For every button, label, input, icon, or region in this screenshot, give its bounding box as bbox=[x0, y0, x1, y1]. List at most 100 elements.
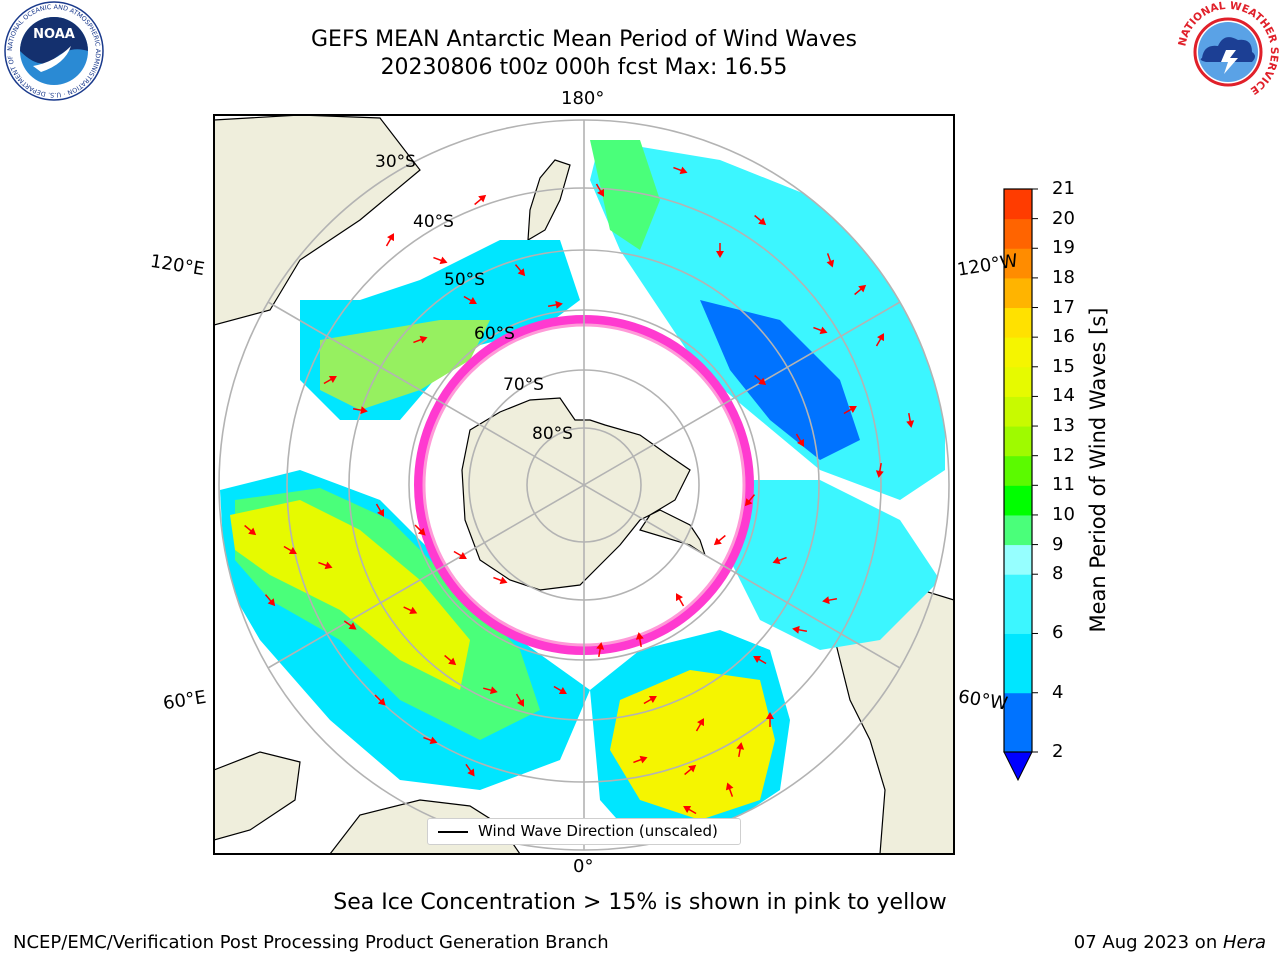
wave-arrow bbox=[414, 524, 426, 536]
wave-arrow bbox=[843, 406, 857, 415]
colorbar-frame bbox=[1003, 188, 1033, 753]
wave-arrow bbox=[283, 545, 297, 554]
colorbar-segment bbox=[1004, 189, 1032, 220]
colorbar-tick-label: 16 bbox=[1052, 326, 1075, 348]
wave-arrow bbox=[514, 264, 526, 277]
wave-arrow bbox=[754, 374, 767, 386]
colorbar-segment bbox=[1004, 692, 1032, 753]
wave-arrow bbox=[813, 326, 828, 335]
wave-arrow bbox=[323, 376, 337, 385]
wave-arrow bbox=[716, 243, 724, 258]
wave-arrow bbox=[854, 284, 867, 296]
wave-arrow bbox=[683, 806, 697, 815]
map-legend: Wind Wave Direction (unscaled) bbox=[427, 818, 741, 845]
wave-arrow bbox=[875, 333, 884, 347]
field-drake bbox=[730, 480, 940, 650]
colorbar-segment bbox=[1004, 574, 1032, 634]
colorbar-tick-label: 12 bbox=[1052, 444, 1075, 466]
wave-arrow bbox=[553, 685, 567, 694]
wave-arrow bbox=[264, 594, 276, 607]
wave-arrow bbox=[875, 462, 884, 478]
colorbar-extend-triangle bbox=[1003, 751, 1033, 782]
wave-arrow bbox=[822, 596, 838, 605]
wave-arrow bbox=[635, 632, 644, 648]
colorbar-segment bbox=[1004, 218, 1032, 249]
lon-label-180: 180° bbox=[561, 88, 605, 109]
wave-arrow bbox=[676, 593, 685, 607]
wave-arrow bbox=[673, 166, 688, 175]
colorbar-segment bbox=[1004, 514, 1032, 546]
lat-label-70s: 70°S bbox=[503, 375, 544, 395]
lat-label-80s: 80°S bbox=[532, 424, 573, 444]
wave-arrow bbox=[453, 550, 467, 559]
colorbar-tick-label: 11 bbox=[1052, 474, 1075, 496]
footer-date: 07 Aug 2023 on Hera bbox=[1074, 932, 1266, 953]
wave-arrow bbox=[385, 233, 394, 247]
wave-arrow bbox=[633, 755, 648, 764]
colorbar-segment bbox=[1004, 366, 1032, 397]
map-frame bbox=[213, 114, 955, 855]
new-zealand-landmass bbox=[527, 159, 571, 242]
wave-arrow bbox=[744, 494, 756, 507]
graticule bbox=[218, 119, 950, 851]
lat-label-30s: 30°S bbox=[375, 152, 416, 172]
wave-arrow bbox=[318, 561, 333, 570]
noaa-logo-text: NOAA bbox=[33, 27, 75, 42]
colorbar bbox=[1003, 188, 1038, 782]
chart-subtitle: 20230806 t00z 000h fcst Max: 16.55 bbox=[380, 55, 788, 80]
colorbar-label: Mean Period of Wind Waves [s] bbox=[1086, 307, 1110, 633]
wave-arrow bbox=[244, 524, 257, 536]
colorbar-segment bbox=[1004, 426, 1032, 457]
lat-label-50s: 50°S bbox=[444, 270, 485, 290]
wave-arrow bbox=[343, 620, 357, 630]
africa-landmass bbox=[214, 751, 301, 841]
noaa-logo: NATIONAL OCEANIC AND ATMOSPHERIC ADMINIS… bbox=[3, 0, 104, 101]
colorbar-tick-label: 2 bbox=[1052, 741, 1064, 762]
wave-arrow bbox=[754, 214, 767, 226]
colorbar-tick-label: 14 bbox=[1052, 385, 1075, 407]
wave-arrow bbox=[643, 696, 657, 705]
colorbar-tick-label: 6 bbox=[1052, 622, 1064, 644]
lat-label-40s: 40°S bbox=[413, 212, 454, 232]
wave-arrow bbox=[403, 606, 418, 615]
colorbar-tick-label: 10 bbox=[1052, 503, 1075, 525]
colorbar-tick-label: 17 bbox=[1052, 296, 1075, 318]
colorbar-segment bbox=[1004, 455, 1032, 486]
wave-arrow bbox=[766, 712, 774, 727]
wave-arrow bbox=[684, 764, 697, 776]
wave-arrow bbox=[713, 534, 726, 546]
wave-arrow bbox=[493, 576, 508, 585]
wave-arrow bbox=[772, 556, 787, 565]
sea-ice-note: Sea Ice Concentration > 15% is shown in … bbox=[333, 890, 947, 915]
colorbar-segment bbox=[1004, 337, 1032, 368]
wave-arrow bbox=[474, 194, 487, 206]
footer-date-text: 07 Aug 2023 on bbox=[1073, 932, 1223, 953]
field-south-pacific-green bbox=[590, 140, 660, 250]
colorbar-tick-label: 9 bbox=[1052, 533, 1064, 555]
wave-arrow bbox=[413, 335, 428, 344]
wave-arrow bbox=[906, 412, 915, 428]
colorbar-segment bbox=[1004, 248, 1032, 279]
colorbar-tick-label: 20 bbox=[1052, 207, 1075, 229]
wave-arrow bbox=[375, 503, 384, 517]
wave-arrow bbox=[352, 406, 368, 415]
wave-arrow bbox=[596, 642, 605, 658]
colorbar-segment bbox=[1004, 396, 1032, 427]
colorbar-tick-label: 13 bbox=[1052, 415, 1075, 437]
field-south-atlantic-yellow bbox=[610, 670, 775, 820]
colorbar-tick-label: 4 bbox=[1052, 681, 1064, 703]
footer-credit: NCEP/EMC/Verification Post Processing Pr… bbox=[13, 932, 609, 953]
colorbar-segment bbox=[1004, 544, 1032, 575]
colorbar-segment bbox=[1004, 633, 1032, 694]
wave-arrow bbox=[736, 742, 745, 758]
wave-arrow bbox=[695, 718, 704, 732]
legend-label: Wind Wave Direction (unscaled) bbox=[478, 822, 718, 840]
legend-line-swatch bbox=[438, 831, 468, 833]
nws-logo: NATIONAL WEATHER SERVICE bbox=[1176, 0, 1280, 102]
lat-label-60s: 60°S bbox=[474, 324, 515, 344]
colorbar-segment bbox=[1004, 277, 1032, 309]
wave-arrow bbox=[753, 656, 767, 665]
wave-arrow bbox=[547, 300, 563, 309]
colorbar-tick-label: 8 bbox=[1052, 563, 1064, 585]
